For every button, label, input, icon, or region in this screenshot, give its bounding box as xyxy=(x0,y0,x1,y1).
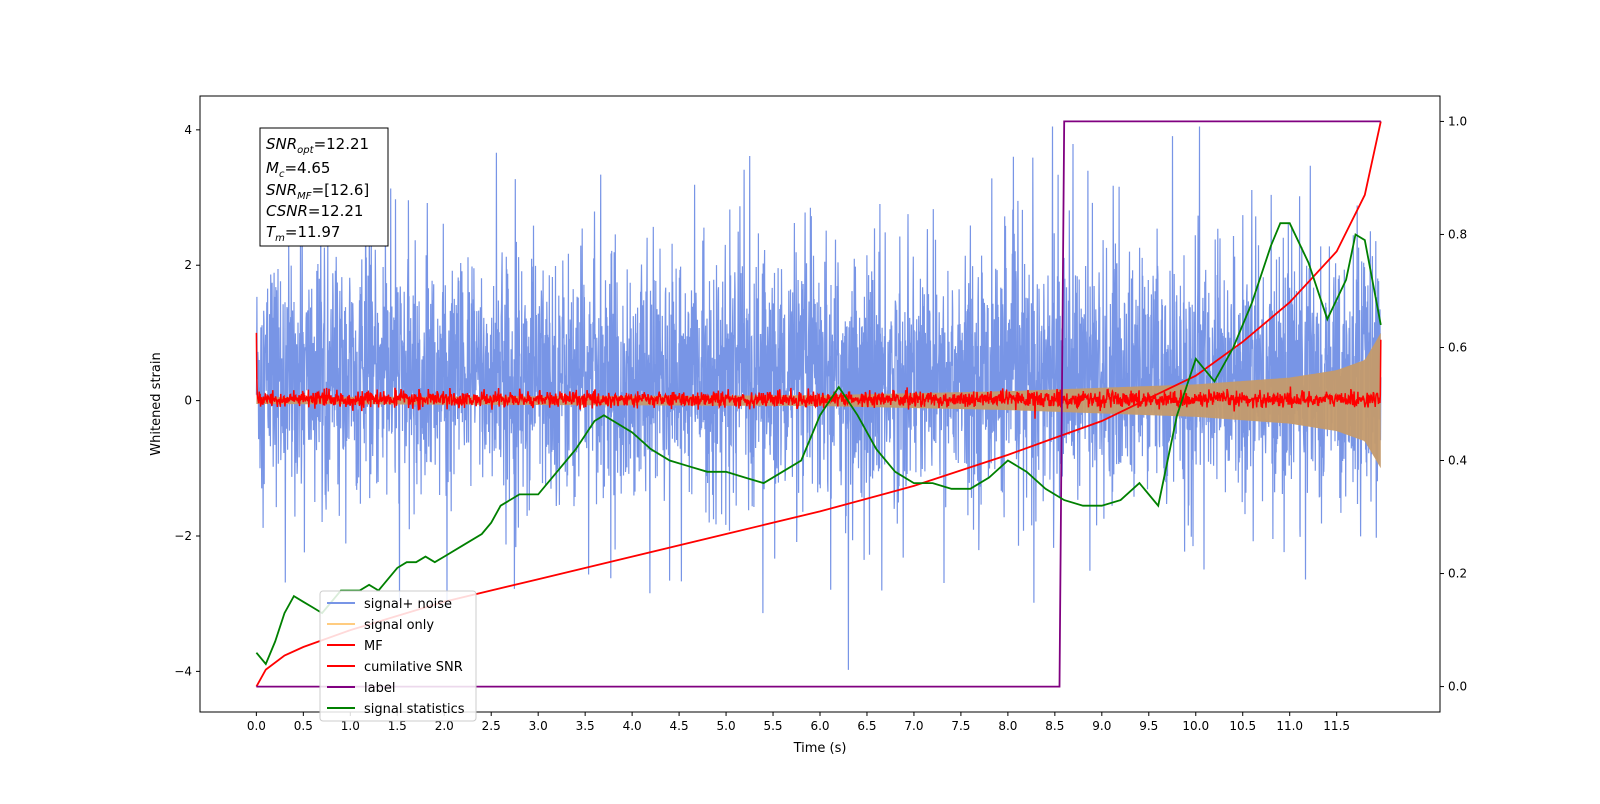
x-tick-label: 4.0 xyxy=(623,719,642,733)
annotation-tm-value: 11.97 xyxy=(298,223,341,241)
y2-tick-label: 0.2 xyxy=(1448,567,1467,581)
y-tick-label: 2 xyxy=(184,258,192,272)
annotation-csnr-value: 12.21 xyxy=(321,202,364,220)
legend-item: signal+ noise xyxy=(327,597,452,612)
series-signal-statistics xyxy=(255,222,1382,666)
x-tick-label: 0.5 xyxy=(294,719,313,733)
legend-label: cumilative SNR xyxy=(364,660,463,675)
x-tick-label: 4.5 xyxy=(670,719,689,733)
stats-annotation-box xyxy=(259,127,389,247)
stats-annotation: SNRopt=12.21 Mc=4.65 SNRMF=[12.6] CSNR=1… xyxy=(259,127,389,247)
y-tick-label: 0 xyxy=(184,394,192,408)
y-tick-label: −4 xyxy=(174,664,192,678)
x-tick-label: 2.0 xyxy=(435,719,454,733)
x-tick-label: 11.5 xyxy=(1323,719,1350,733)
x-tick-label: 8.5 xyxy=(1045,719,1064,733)
y-tick-label: 4 xyxy=(184,123,192,137)
x-tick-label: 10.0 xyxy=(1182,719,1209,733)
legend-item: signal only xyxy=(327,618,434,633)
x-tick-label: 1.0 xyxy=(341,719,360,733)
series-label xyxy=(256,120,1381,688)
x-tick-label: 7.0 xyxy=(904,719,923,733)
series-signal-only xyxy=(256,332,1381,469)
legend: signal+ noise signal only MF cumilative … xyxy=(319,590,477,722)
legend-label: signal statistics xyxy=(364,702,465,717)
annotation-csnr: CSNR=12.21 xyxy=(266,202,363,220)
x-tick-label: 5.5 xyxy=(763,719,782,733)
x-tick-label: 7.5 xyxy=(951,719,970,733)
x-tick-label: 1.5 xyxy=(388,719,407,733)
annotation-tm: Tm=11.97 xyxy=(266,223,340,244)
y2-tick-label: 0.8 xyxy=(1448,227,1467,241)
legend-item: MF xyxy=(327,639,383,654)
annotation-snr-opt: SNRopt=12.21 xyxy=(266,135,369,156)
legend-item: cumilative SNR xyxy=(327,660,463,675)
legend-item: signal statistics xyxy=(327,702,465,717)
x-tick-label: 6.5 xyxy=(857,719,876,733)
y2-tick-label: 0.0 xyxy=(1448,680,1467,694)
x-tick-label: 5.0 xyxy=(717,719,736,733)
legend-box xyxy=(319,590,477,722)
annotation-mc: Mc=4.65 xyxy=(266,159,330,180)
annotation-snr-mf: SNRMF=[12.6] xyxy=(266,181,369,202)
legend-item: label xyxy=(327,681,395,696)
y2-tick-label: 0.6 xyxy=(1448,340,1467,354)
x-tick-label: 3.5 xyxy=(576,719,595,733)
x-tick-label: 9.5 xyxy=(1139,719,1158,733)
legend-label: MF xyxy=(364,639,383,654)
legend-label: label xyxy=(364,681,395,696)
y-axis-label: Whitened strain xyxy=(149,352,164,455)
legend-label: signal+ noise xyxy=(364,597,452,612)
axes: 0.0 0.5 1.0 1.5 2.0 2.5 3.0 3.5 4.0 4.5 5.0 5.5 6.0 6… xyxy=(174,114,1467,733)
y-tick-label: −2 xyxy=(174,529,192,543)
x-tick-label: 8.0 xyxy=(998,719,1017,733)
annotation-mc-value: 4.65 xyxy=(297,159,330,177)
y2-tick-label: 1.0 xyxy=(1448,114,1467,128)
x-axis-label: Time (s) xyxy=(793,741,847,756)
annotation-snr-opt-value: 12.21 xyxy=(326,135,369,153)
x-tick-label: 6.0 xyxy=(810,719,829,733)
x-tick-label: 10.5 xyxy=(1229,719,1256,733)
legend-label: signal only xyxy=(364,618,434,633)
x-tick-label: 3.0 xyxy=(529,719,548,733)
y2-tick-label: 0.4 xyxy=(1448,454,1467,468)
x-tick-label: 2.5 xyxy=(482,719,501,733)
x-tick-label: 0.0 xyxy=(247,719,266,733)
annotation-snr-mf-value: [12.6] xyxy=(324,181,369,199)
x-tick-label: 9.0 xyxy=(1092,719,1111,733)
x-tick-label: 11.0 xyxy=(1276,719,1303,733)
series-mf xyxy=(255,332,1382,419)
